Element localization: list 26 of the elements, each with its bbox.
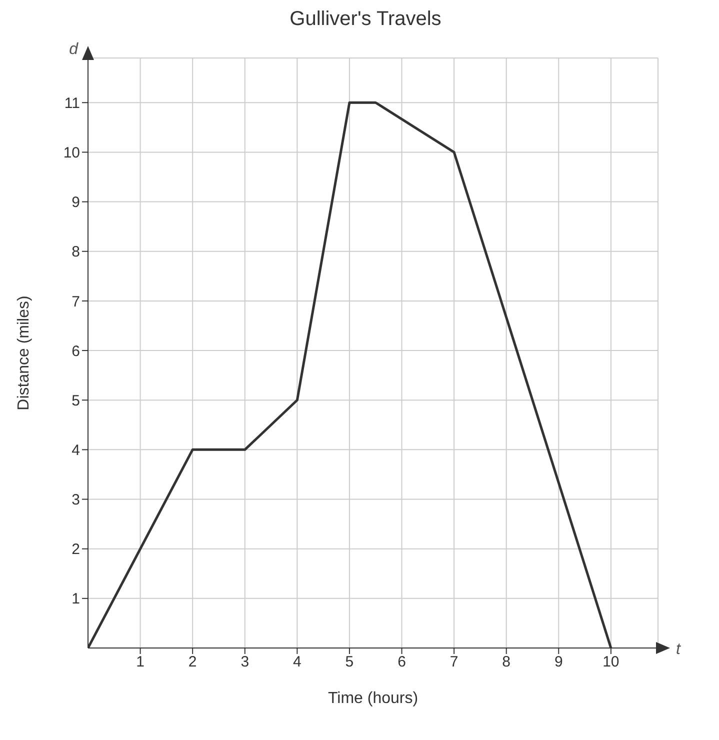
y-tick-label: 7 <box>72 293 80 310</box>
y-tick-label: 9 <box>72 194 80 212</box>
x-tick-label: 3 <box>240 654 250 671</box>
y-tick-label: 5 <box>72 392 80 410</box>
y-axis-title: Distance (miles) <box>16 296 33 410</box>
text: t <box>676 641 681 658</box>
x-tick-label: 6 <box>398 654 406 671</box>
x-tick-label: 4 <box>293 654 302 671</box>
chart-title: Gulliver's Travels <box>288 8 442 32</box>
y-tick-label: 2 <box>72 541 80 558</box>
y-tick-label: 8 <box>72 244 80 261</box>
x-tick-label: 7 <box>450 654 458 671</box>
x-tick-label: 9 <box>554 654 563 671</box>
x-axis-title: Time (hours) <box>328 690 418 707</box>
x-tick-label: 5 <box>345 654 354 671</box>
y-tick-label: 10 <box>63 144 80 162</box>
x-tick-label: 2 <box>188 654 197 671</box>
y-tick-label: 3 <box>72 492 80 509</box>
x-tick-label: 1 <box>136 654 144 671</box>
y-tick-label: 6 <box>72 342 80 360</box>
y-tick-label: 4 <box>72 442 80 460</box>
y-tick-label: 11 <box>64 94 80 112</box>
x-tick-label: 8 <box>502 654 511 671</box>
text: d <box>69 41 80 58</box>
x-tick-label: 10 <box>602 654 620 671</box>
y-tick-label: 1 <box>72 590 80 608</box>
